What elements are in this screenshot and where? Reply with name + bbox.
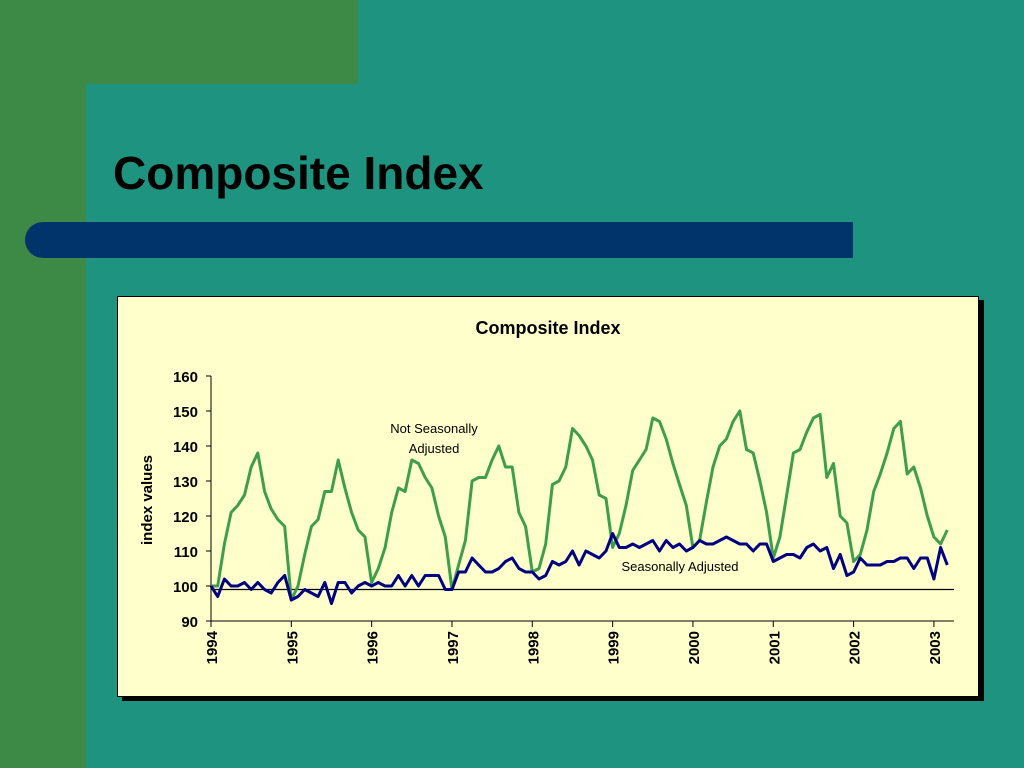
y-axis-label: index values (139, 455, 156, 545)
x-tick-label: 2003 (927, 631, 944, 664)
x-tick-label: 1996 (365, 631, 382, 664)
x-tick-label: 2002 (847, 631, 864, 664)
annotation-not-seasonally-adjusted-line1: Not Seasonally Adjusted (390, 421, 478, 456)
y-tick-label: 150 (173, 404, 198, 421)
annotation-seasonally-adjusted: Seasonally Adjusted (621, 559, 738, 574)
x-tick-label: 1998 (525, 631, 542, 664)
y-tick-label: 120 (173, 509, 198, 526)
x-tick-label: 1997 (445, 631, 462, 664)
y-tick-label: 160 (173, 369, 198, 386)
series-seasonally-adjusted-line (209, 532, 949, 605)
y-tick-label: 140 (173, 439, 198, 456)
x-tick-label: 1995 (284, 631, 301, 664)
composite-index-chart: Composite Index index values 90 100 110 120… (139, 318, 954, 664)
slide-title: Composite Index (113, 147, 484, 199)
y-tick-label: 90 (181, 614, 198, 631)
series-lines (209, 409, 949, 605)
x-tick-label: 1999 (606, 631, 623, 664)
top-accent-block (0, 0, 358, 84)
x-tick-label: 2000 (686, 631, 703, 664)
left-accent-bar (0, 0, 86, 768)
x-axis: 1994 1995 1996 1997 1998 1999 2000 2001 2002 2003 (204, 588, 954, 664)
y-tick-label: 130 (173, 474, 198, 491)
chart-frame: Composite Index index values 90 100 110 120… (117, 296, 979, 697)
chart-title: Composite Index (475, 318, 620, 338)
series-not-seasonally-adjusted-line (211, 409, 949, 602)
y-axis: 90 100 110 120 130 140 150 160 (173, 369, 212, 631)
y-tick-label: 100 (173, 579, 198, 596)
content-panel-corner (86, 84, 146, 144)
title-underline-bar (25, 222, 853, 258)
x-tick-label: 1994 (204, 630, 221, 664)
y-tick-label: 110 (174, 544, 198, 561)
x-tick-label: 2001 (766, 631, 783, 664)
